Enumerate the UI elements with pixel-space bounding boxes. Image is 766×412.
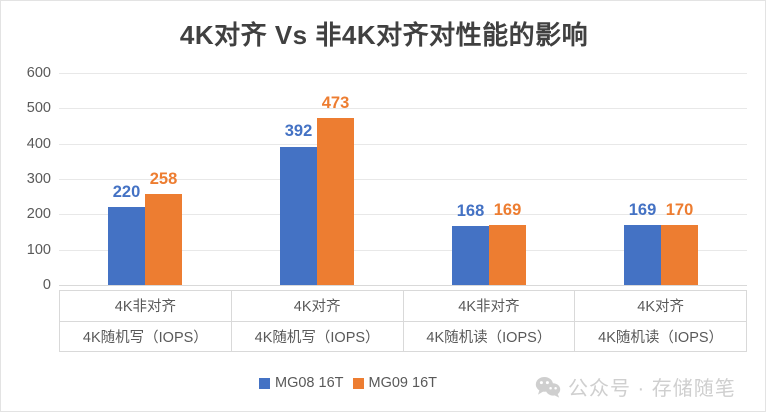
category-label-secondary: 4K随机写（IOPS） xyxy=(60,320,231,352)
bar-value-label: 169 xyxy=(628,201,657,220)
bar-value-label: 258 xyxy=(149,169,178,188)
legend-item[interactable]: MG08 16T xyxy=(259,375,344,391)
category-label-secondary: 4K随机读（IOPS） xyxy=(575,320,746,352)
y-axis-tick-label: 0 xyxy=(42,277,51,293)
bar-value-label: 170 xyxy=(665,200,694,219)
bar xyxy=(624,225,661,285)
category-label-secondary: 4K随机写（IOPS） xyxy=(231,320,403,352)
y-axis-tick-label: 300 xyxy=(26,171,51,187)
plot-area: 220 258 392 473 168 169 169 170 xyxy=(59,73,747,286)
y-axis-tick-label: 500 xyxy=(26,100,51,117)
bar-value-label: 168 xyxy=(456,201,485,220)
y-axis-tick-label: 600 xyxy=(26,65,51,81)
bar xyxy=(108,207,145,285)
category-label-primary: 4K非对齐 xyxy=(114,299,176,316)
legend-item[interactable]: MG09 16T xyxy=(352,375,438,391)
y-axis-tick-label: 100 xyxy=(26,241,51,258)
gridline xyxy=(59,108,747,110)
gridline xyxy=(59,249,747,251)
bar-value-label: 220 xyxy=(112,183,141,202)
chart-title: 4K对齐 Vs 非4K对齐对性能的影响 xyxy=(179,20,589,50)
bar xyxy=(145,193,182,285)
bar xyxy=(280,146,317,285)
bar-value-label: 392 xyxy=(284,122,313,141)
legend-swatch xyxy=(259,377,270,389)
category-label-primary: 4K对齐 xyxy=(637,299,684,316)
y-axis-tick-label: 200 xyxy=(26,206,51,223)
legend-label: MG09 16T xyxy=(368,375,438,391)
legend: MG08 16T MG09 16T xyxy=(259,375,437,391)
category-label-primary: 4K对齐 xyxy=(293,299,341,316)
legend-swatch xyxy=(352,377,364,389)
watermark-text: 公众号 · 存储随笔 xyxy=(568,378,736,400)
category-label-secondary: 4K随机读（IOPS） xyxy=(403,320,575,352)
x-axis-line xyxy=(59,285,747,286)
category-cell: 4K非对齐 4K随机写（IOPS） xyxy=(60,291,232,351)
bar xyxy=(661,224,698,285)
gridline xyxy=(59,179,747,180)
y-axis-tick-label: 400 xyxy=(26,135,51,152)
bar xyxy=(489,225,526,285)
category-cell: 4K非对齐 4K随机读（IOPS） xyxy=(403,291,576,352)
bar xyxy=(317,117,354,285)
watermark: 公众号 · 存储随笔 xyxy=(535,372,736,401)
bar xyxy=(452,225,489,285)
category-axis-table: 4K非对齐 4K随机写（IOPS） 4K对齐 4K随机写（IOPS） 4K非对齐 4K随机… xyxy=(59,290,747,352)
gridline xyxy=(59,73,747,74)
wechat-icon xyxy=(535,376,561,398)
category-cell: 4K对齐 4K随机读（IOPS） xyxy=(575,291,746,351)
gridline xyxy=(59,143,747,145)
bar-value-label: 473 xyxy=(321,93,350,112)
bar-value-label: 169 xyxy=(493,201,522,220)
category-cell: 4K对齐 4K随机写（IOPS） xyxy=(231,291,404,352)
category-label-primary: 4K非对齐 xyxy=(458,299,520,316)
gridline xyxy=(59,214,747,216)
legend-label: MG08 16T xyxy=(275,375,344,391)
y-axis: 0 100 200 300 400 500 600 xyxy=(1,1,51,305)
